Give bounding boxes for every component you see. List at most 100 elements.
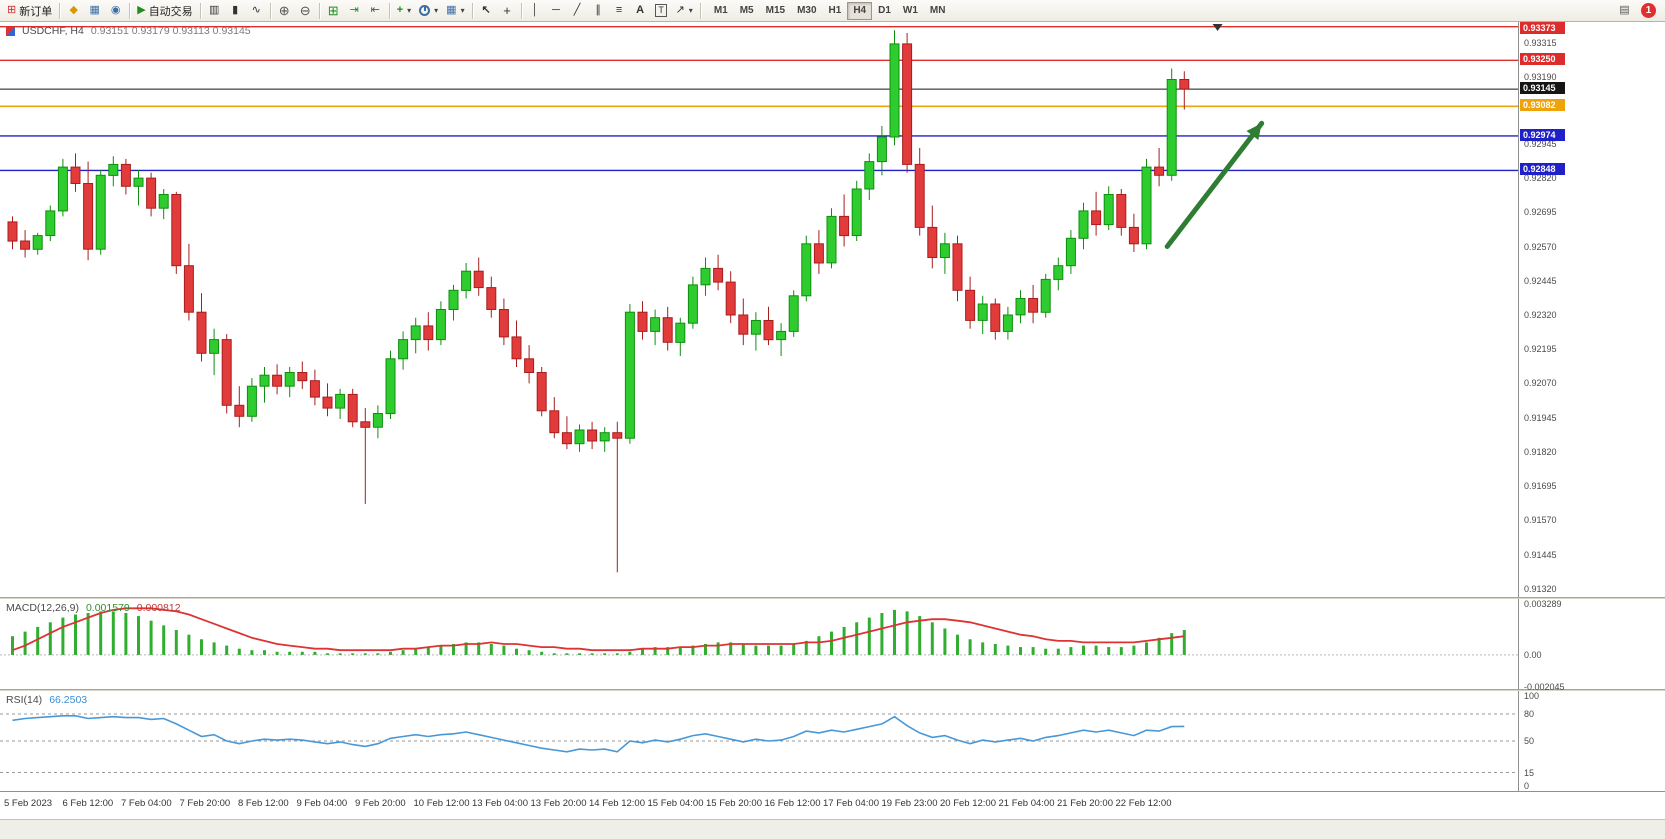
rsi-axis[interactable]: 100 80 50 15 0 (1518, 691, 1665, 791)
price-axis[interactable]: 0.93315 0.93190 0.92945 0.92820 0.92695 0.925… (1518, 22, 1665, 597)
time-axis-label: 21 Feb 04:00 (998, 798, 1055, 809)
toolbar-separator (318, 2, 320, 19)
price-tick-label: 0.91570 (1524, 515, 1557, 526)
market-watch-button[interactable]: ◆ (63, 1, 84, 21)
candle-body (549, 410, 560, 434)
timeframe-button-m1[interactable]: M1 (708, 2, 734, 20)
new-order-button[interactable]: ⊞ 新订单 (3, 1, 56, 21)
navigator-button[interactable]: ▦ (84, 1, 105, 21)
chart-shift-marker[interactable] (1212, 24, 1223, 31)
line-chart-button[interactable]: ∿ (246, 1, 267, 21)
panel-splitter[interactable] (0, 597, 1665, 599)
chart-shift-button[interactable]: ⇤ (365, 1, 386, 21)
candle-body (83, 183, 94, 250)
zoom-out-button[interactable]: ⊖ (295, 1, 316, 21)
notification-badge[interactable]: 1 (1641, 3, 1656, 18)
horizontal-line-button[interactable]: ─ (546, 1, 567, 21)
toolbar-separator (471, 2, 473, 19)
toolbar-separator (520, 2, 522, 19)
candle-body (45, 210, 56, 236)
time-axis-label: 13 Feb 04:00 (472, 798, 528, 809)
timeframe-button-w1[interactable]: W1 (897, 2, 924, 20)
panel-splitter[interactable] (0, 689, 1665, 691)
indicators-button[interactable]: + ▾ (393, 1, 415, 21)
candle-body (183, 265, 194, 313)
candle-body (587, 429, 598, 442)
terminal-icon: ◉ (110, 4, 121, 16)
rsi-plot[interactable] (0, 691, 1518, 791)
time-axis-label: 16 Feb 12:00 (764, 798, 821, 809)
chart-window: USDCHF, H4 0.93151 0.93179 0.93113 0.931… (0, 22, 1665, 839)
new-order-icon: ⊞ (7, 4, 17, 16)
text-button[interactable]: A (630, 1, 651, 21)
candle-body (1091, 210, 1102, 226)
timeframe-button-mn[interactable]: MN (924, 2, 952, 20)
tile-windows-button[interactable]: ⊞ (323, 1, 344, 21)
candle-body (473, 270, 484, 289)
candle-body (876, 136, 887, 163)
price-tick-label: 0.92695 (1524, 207, 1557, 218)
fibonacci-button[interactable]: ≡ (609, 1, 630, 21)
symbol-timeframe-label: USDCHF, H4 (22, 25, 84, 37)
timeframe-button-m30[interactable]: M30 (791, 2, 822, 20)
price-tick-label: 0.91445 (1524, 549, 1557, 560)
price-tick-label: 0.91820 (1524, 446, 1557, 457)
text-label-icon: T (655, 4, 667, 17)
crosshair-icon: + (503, 3, 511, 18)
rsi-line (12, 714, 1185, 753)
candle-body (977, 303, 988, 321)
timeframe-button-h1[interactable]: H1 (823, 2, 848, 20)
rsi-tick-label: 15 (1524, 767, 1535, 778)
candle-body (700, 267, 711, 286)
main-chart-plot[interactable] (0, 22, 1518, 597)
time-axis-label: 20 Feb 12:00 (940, 798, 996, 809)
macd-plot[interactable] (0, 599, 1518, 689)
chevron-down-icon: ▾ (434, 6, 439, 15)
candle-body (297, 372, 308, 382)
candle-body (1015, 298, 1026, 316)
candlestick-chart-button[interactable]: ▮ (225, 1, 246, 21)
cursor-button[interactable]: ↖ (476, 1, 497, 21)
candle-body (561, 432, 572, 445)
timeframe-button-d1[interactable]: D1 (872, 2, 897, 20)
autotrading-button[interactable]: ▶ 自动交易 (133, 1, 196, 21)
auto-scroll-button[interactable]: ⇥ (344, 1, 365, 21)
time-axis-label: 9 Feb 20:00 (355, 798, 406, 809)
timeframe-button-m5[interactable]: M5 (734, 2, 760, 20)
text-label-button[interactable]: T (651, 1, 672, 21)
crosshair-button[interactable]: + (497, 1, 518, 21)
terminal-button[interactable]: ◉ (105, 1, 126, 21)
timeframe-button-m15[interactable]: M15 (760, 2, 791, 20)
indicators-icon: + (396, 4, 404, 16)
templates-button[interactable]: ▦ ▾ (442, 1, 468, 21)
bar-chart-button[interactable]: ▥ (204, 1, 225, 21)
periods-button[interactable]: ▾ (415, 1, 442, 21)
candle-body (95, 174, 106, 250)
candle-body (612, 432, 623, 439)
macd-axis[interactable]: 0.003289 0.00 -0.002045 (1518, 599, 1665, 692)
candle-body (637, 311, 648, 332)
trend-arrow-annotation[interactable] (1164, 120, 1265, 249)
trendline-button[interactable]: ╱ (567, 1, 588, 21)
arrows-tool-button[interactable]: ↗ ▾ (672, 1, 697, 21)
window-list-button[interactable]: ▤ (1614, 1, 1635, 21)
time-axis[interactable]: 5 Feb 2023 6 Feb 12:00 7 Feb 04:00 7 Feb 20… (0, 791, 1665, 819)
macd-title: MACD(12,26,9) 0.001579 0.000812 (6, 602, 181, 614)
candle-body (234, 404, 245, 417)
candle-body (1028, 298, 1039, 313)
tile-windows-icon: ⊞ (327, 3, 339, 18)
zoom-in-button[interactable]: ⊕ (274, 1, 295, 21)
candle-body (914, 163, 925, 228)
time-axis-label: 14 Feb 12:00 (589, 798, 645, 809)
candle-body (284, 372, 295, 387)
rsi-tick-label: 50 (1524, 736, 1535, 746)
equidistant-channel-button[interactable]: ∥ (588, 1, 609, 21)
candle-body (650, 317, 661, 332)
timeframe-button-h4[interactable]: H4 (847, 1, 873, 20)
rsi-tick-label: 0 (1524, 781, 1530, 791)
vertical-line-button[interactable]: │ (525, 1, 546, 21)
candle-body (372, 413, 383, 428)
candle-body (1053, 265, 1064, 280)
time-axis-label: 13 Feb 20:00 (530, 798, 587, 809)
candle-body (1141, 166, 1152, 245)
